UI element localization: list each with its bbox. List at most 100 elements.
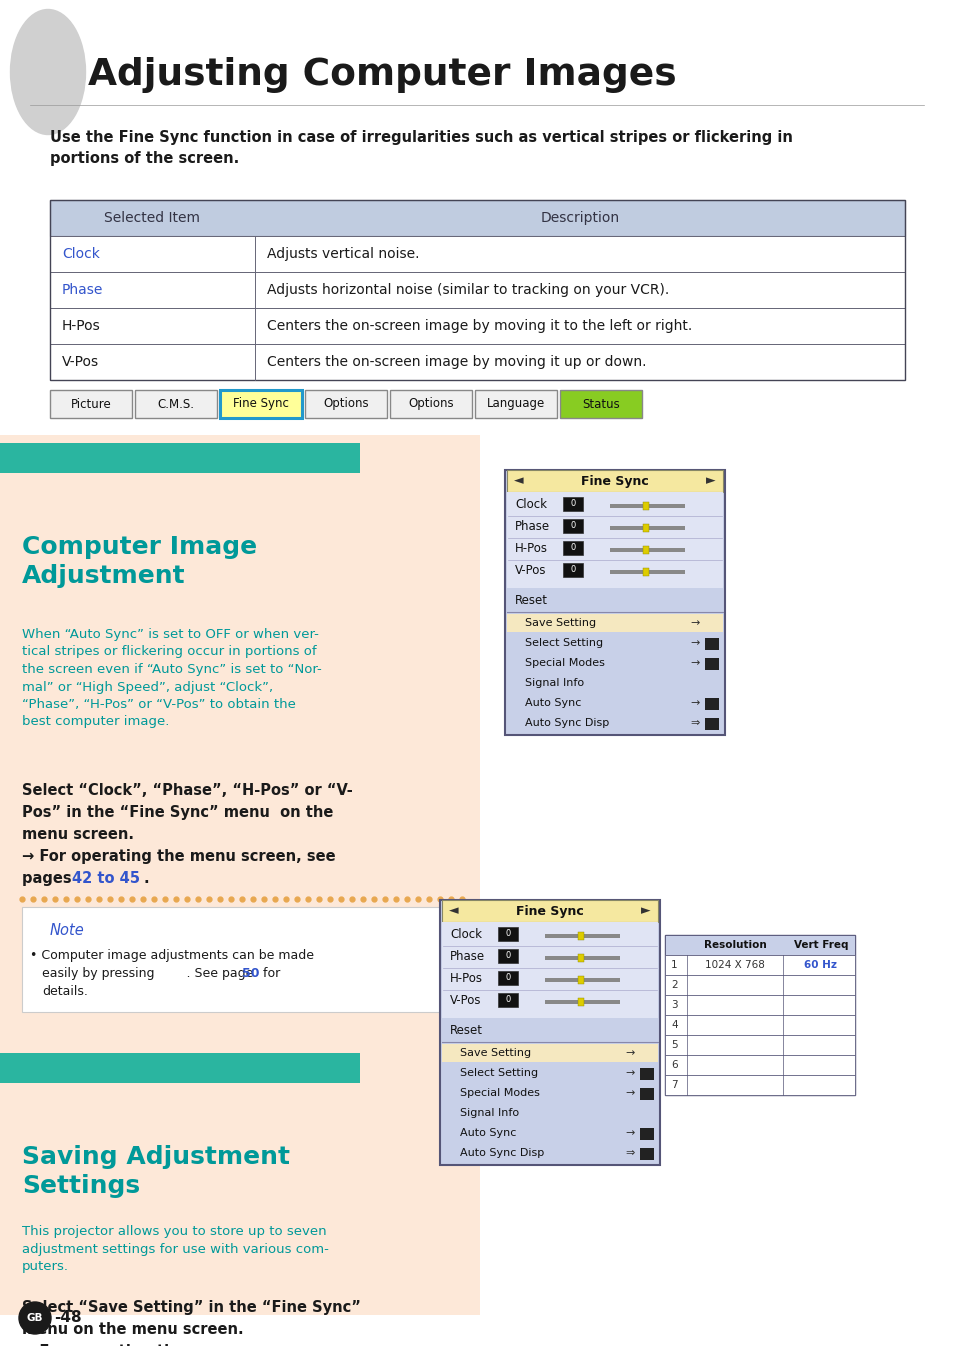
Text: 0: 0 [505, 930, 510, 938]
Text: Adjusts vertical noise.: Adjusts vertical noise. [267, 248, 419, 261]
Text: ⇒: ⇒ [690, 717, 699, 728]
Text: 6: 6 [670, 1061, 677, 1070]
Text: Adjusts horizontal noise (similar to tracking on your VCR).: Adjusts horizontal noise (similar to tra… [267, 283, 669, 297]
Bar [664, 956, 854, 975]
Text: Phase: Phase [62, 283, 103, 297]
Text: → For operating the menu screen, see: → For operating the menu screen, see [22, 1345, 335, 1346]
Bar [475, 390, 557, 419]
Bar [578, 931, 583, 940]
Bar [506, 470, 722, 493]
Text: 50: 50 [242, 966, 259, 980]
Text: →: → [690, 618, 699, 629]
Text: Signal Info: Signal Info [524, 678, 583, 688]
Text: GB: GB [27, 1312, 43, 1323]
Bar [544, 956, 619, 960]
Bar [639, 1067, 654, 1079]
Bar [562, 497, 582, 511]
Circle shape [19, 1302, 51, 1334]
Text: Reset: Reset [515, 594, 547, 607]
Bar [0, 435, 479, 1315]
Bar [544, 1000, 619, 1004]
Text: 0: 0 [570, 565, 575, 575]
Bar [50, 201, 904, 236]
Text: Special Modes: Special Modes [459, 1088, 539, 1098]
Bar [220, 390, 302, 419]
Text: pages: pages [22, 871, 76, 886]
Text: ◄: ◄ [514, 475, 523, 487]
Bar [0, 443, 359, 472]
Bar [506, 614, 722, 633]
Text: Auto Sync: Auto Sync [524, 699, 580, 708]
Bar [544, 934, 619, 938]
Text: Fine Sync: Fine Sync [580, 475, 648, 487]
Text: Clock: Clock [62, 248, 100, 261]
Bar [664, 935, 854, 1096]
Bar [664, 1015, 854, 1035]
Text: .: . [144, 871, 150, 886]
Bar [390, 390, 472, 419]
Bar [609, 526, 684, 530]
Bar [504, 470, 724, 735]
Bar [50, 201, 904, 380]
Text: V-Pos: V-Pos [515, 564, 546, 577]
Bar [704, 638, 719, 650]
Bar [497, 993, 517, 1007]
Bar [497, 970, 517, 985]
Bar [0, 1053, 359, 1084]
Bar [50, 390, 132, 419]
Bar [642, 568, 648, 576]
Text: Clock: Clock [450, 929, 481, 941]
Text: Clock: Clock [515, 498, 546, 511]
Text: Signal Info: Signal Info [459, 1108, 518, 1119]
Text: Centers the on-screen image by moving it up or down.: Centers the on-screen image by moving it… [267, 355, 646, 369]
Bar [639, 1088, 654, 1100]
Text: 1024 X 768: 1024 X 768 [704, 960, 764, 970]
Text: Resolution: Resolution [703, 940, 766, 950]
Text: Select “Clock”, “Phase”, “H-Pos” or “V-: Select “Clock”, “Phase”, “H-Pos” or “V- [22, 783, 353, 798]
Text: details.: details. [42, 985, 88, 997]
Text: 0: 0 [570, 544, 575, 552]
Bar [497, 949, 517, 962]
Bar [609, 569, 684, 573]
Bar [305, 390, 387, 419]
Bar [562, 563, 582, 577]
Text: H-Pos: H-Pos [515, 542, 547, 556]
Bar [642, 524, 648, 532]
Text: menu on the menu screen.: menu on the menu screen. [22, 1322, 243, 1337]
Text: 1: 1 [670, 960, 677, 970]
Bar [50, 236, 904, 272]
Bar [559, 390, 641, 419]
Text: 7: 7 [670, 1079, 677, 1090]
Text: Auto Sync: Auto Sync [459, 1128, 516, 1137]
Bar [704, 658, 719, 670]
Text: →: → [624, 1067, 634, 1078]
Text: → For operating the menu screen, see: → For operating the menu screen, see [22, 849, 335, 864]
Text: 60 Hz: 60 Hz [803, 960, 837, 970]
Text: easily by pressing        . See page: easily by pressing . See page [42, 966, 257, 980]
Bar [441, 1044, 658, 1062]
Text: Selected Item: Selected Item [105, 211, 200, 225]
Bar [506, 590, 722, 610]
Text: Language: Language [486, 397, 544, 411]
Text: Phase: Phase [450, 950, 485, 964]
Bar [50, 308, 904, 345]
Text: Pos” in the “Fine Sync” menu  on the: Pos” in the “Fine Sync” menu on the [22, 805, 333, 820]
Bar [578, 954, 583, 962]
Bar [22, 907, 457, 1012]
Bar [664, 1075, 854, 1096]
Bar [544, 979, 619, 983]
Bar [441, 1020, 658, 1040]
Bar [506, 493, 722, 588]
Bar [664, 975, 854, 995]
Bar [642, 502, 648, 510]
Text: Fine Sync: Fine Sync [516, 905, 583, 918]
Text: Reset: Reset [450, 1023, 482, 1036]
Text: When “Auto Sync” is set to OFF or when ver-
tical stripes or flickering occur in: When “Auto Sync” is set to OFF or when v… [22, 629, 321, 728]
Text: ►: ► [705, 475, 715, 487]
Bar [135, 390, 216, 419]
Bar [639, 1148, 654, 1160]
Text: 42 to 45: 42 to 45 [71, 871, 140, 886]
Text: ◄: ◄ [449, 905, 458, 918]
Text: Options: Options [408, 397, 454, 411]
Ellipse shape [10, 9, 86, 135]
